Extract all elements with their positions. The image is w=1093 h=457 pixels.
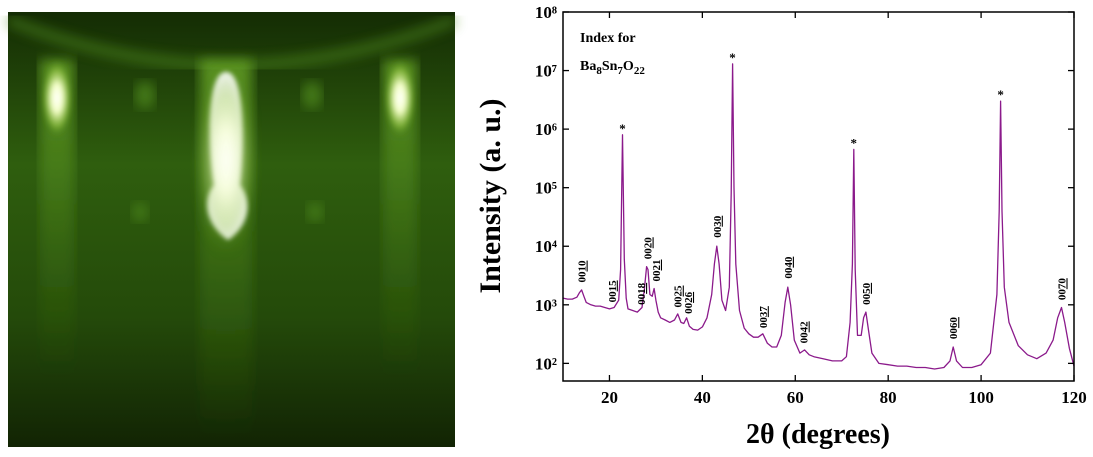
peak-index: 0021 [651, 260, 663, 282]
peak-star: * [619, 121, 626, 136]
peak-index-prefix: 00 [758, 317, 770, 329]
peak-index-hkl: 37 [758, 306, 770, 318]
peak-index-prefix: 00 [607, 291, 619, 303]
peak-index-hkl: 15 [607, 280, 619, 292]
peak-index: 0042 [799, 321, 811, 344]
peak-star: * [997, 87, 1004, 102]
x-tick-label: 80 [880, 388, 897, 407]
x-axis-title: 2θ (degrees) [746, 419, 890, 450]
peak-index-hkl: 70 [1056, 278, 1068, 290]
peak-index-prefix: 00 [651, 270, 663, 282]
y-tick-label: 10⁸ [535, 3, 557, 22]
peak-index-hkl: 40 [783, 256, 795, 268]
formula-subscript: 22 [634, 65, 646, 77]
formula-element: Sn [602, 59, 618, 74]
peak-index-prefix: 00 [783, 267, 795, 279]
peak-index: 0030 [712, 215, 724, 238]
peak-index: 0010 [577, 260, 589, 283]
y-tick-label: 10⁷ [535, 62, 557, 81]
peak-index: 0040 [783, 256, 795, 279]
x-tick-label: 20 [601, 388, 618, 407]
peak-index-hkl: 60 [948, 317, 960, 329]
peak-index-prefix: 00 [948, 328, 960, 340]
y-tick-label: 10⁵ [535, 179, 557, 198]
annotation: Index for [580, 31, 636, 46]
peak-index-prefix: 00 [1056, 289, 1068, 301]
peak-index-hkl: 21 [651, 260, 663, 271]
y-axis-title: Intensity (a. u.) [474, 98, 507, 293]
formula-element: O [623, 59, 634, 74]
peak-star: * [729, 50, 736, 65]
x-tick-label: 100 [968, 388, 994, 407]
y-tick-label: 10⁶ [535, 120, 557, 139]
peak-index-prefix: 00 [683, 302, 695, 314]
figure: Intensity (a. u.) 2θ (degrees) Index for… [0, 0, 1093, 457]
peak-index-prefix: 00 [636, 293, 648, 305]
peak-index: 0060 [948, 317, 960, 340]
peak-index: 0070 [1056, 278, 1068, 301]
peak-index-prefix: 00 [577, 271, 589, 283]
peak-index-hkl: 26 [683, 291, 695, 303]
peak-index: 0050 [861, 282, 873, 305]
peak-index: 0018 [636, 282, 648, 305]
peak-index-prefix: 00 [712, 226, 724, 238]
peak-index-hkl: 10 [577, 260, 589, 272]
peak-index-hkl: 50 [861, 282, 873, 294]
peak-index-prefix: 00 [643, 248, 655, 260]
peak-index: 0026 [683, 291, 695, 314]
xrd-chart: Intensity (a. u.) 2θ (degrees) Index for… [474, 3, 1087, 450]
y-tick-label: 10³ [535, 296, 557, 315]
peak-index-hkl: 42 [799, 321, 811, 333]
peak-index: 0015 [607, 280, 619, 303]
x-tick-label: 60 [787, 388, 804, 407]
y-tick-label: 10² [535, 354, 557, 373]
x-tick-label: 120 [1061, 388, 1087, 407]
rheed-image [8, 12, 455, 447]
peak-index: 0037 [758, 306, 770, 329]
peak-index-hkl: 30 [712, 215, 724, 227]
peak-index-hkl: 18 [636, 282, 648, 294]
xrd-line [563, 64, 1074, 369]
peak-index: 0020 [643, 237, 655, 260]
peak-star: * [851, 135, 858, 150]
y-tick-label: 10⁴ [535, 237, 557, 256]
formula: Ba8Sn7O22 [580, 59, 645, 77]
formula-element: Ba [580, 59, 596, 74]
peak-index-prefix: 00 [861, 293, 873, 305]
x-tick-label: 40 [694, 388, 711, 407]
peak-index-hkl: 20 [643, 237, 655, 249]
peak-index-prefix: 00 [799, 332, 811, 344]
